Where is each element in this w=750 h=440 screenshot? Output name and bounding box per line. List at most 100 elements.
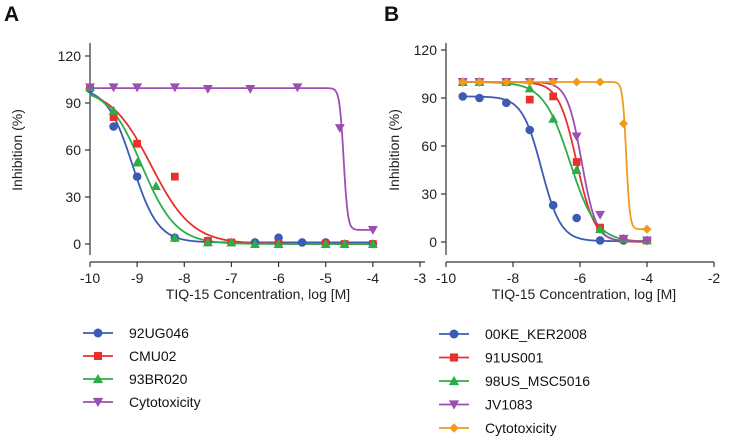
panel-b-data-points [457,77,652,246]
panel-b-data-point-cytotoxicity [458,77,468,87]
panel-a-data-point-93br020 [108,105,119,115]
panel-b-data-point-jv1083 [642,236,652,246]
panel-b-data-point-cytotoxicity [572,77,582,87]
panel-b-data-point-00ke_ker2008 [525,125,535,135]
panel-a-data-point-93br020 [169,232,180,242]
panel-a-y-tick-label: 0 [73,236,81,252]
panel-a-data-point-93br020 [339,239,350,248]
panel-b-data-point-00ke_ker2008 [595,236,605,245]
panel-a-y-ticks: 0 30 60 90 120 [58,48,90,252]
panel-b-x-ticks: -10 -8 -6 -4 -2 [436,262,721,286]
panel-a-x-ticks: -10 -9 -8 -7 -6 -5 -4 -3 [80,262,427,286]
panel-a-fit-curves [89,87,373,245]
panel-a-y-tick-label: 120 [58,48,82,64]
panel-b-x-tick-label: -8 [507,270,520,286]
panel-b-legend-label: 91US001 [485,350,544,366]
panel-b-data-point-jv1083 [618,234,629,244]
panel-b-data-point-00ke_ker2008 [572,213,581,223]
panel-b-legend-marker [449,353,459,362]
panel-b-legend-marker [448,375,460,386]
panel-a-data-point-93br020 [273,239,284,248]
panel-a-data-point-92ug046 [297,238,307,247]
panel-b-fit-curves [462,81,648,243]
panel-a-data-point-93br020 [367,239,378,248]
panel-a-data-point-cmu02 [109,113,118,121]
panel-b-data-point-cytotoxicity [548,77,558,87]
panel-b-data-point-00ke_ker2008 [475,93,484,103]
panel-a-x-axis-title: TIQ-15 Concentration, log [M] [166,286,350,302]
panel-b-data-point-91us001 [572,158,581,166]
panel-b-legend-label: Cytotoxicity [485,420,557,436]
panel-a-legend-marker [92,373,104,384]
panel-b-data-point-cytotoxicity [595,77,605,87]
panel-b-data-point-98us_msc5016 [524,83,535,93]
panel-b-y-tick-label: 120 [414,42,438,58]
panel-b-letter: B [384,3,399,26]
panel-a-data-point-93br020 [226,237,237,247]
panel-a-legend-label: 92UG046 [129,325,189,341]
panel-a-y-tick-label: 90 [65,95,81,111]
panel-a-data-point-93br020 [151,181,161,190]
panel-b-data-point-00ke_ker2008 [548,200,558,210]
panel-b-data-point-98us_msc5016 [595,224,606,234]
panel-b-fit-curve-00ke_ker2008 [462,95,647,243]
panel-b-legend-marker [449,329,459,339]
panel-a-x-tick-label: -6 [272,270,285,286]
panel-b-x-tick-label: -10 [436,270,456,286]
panel-a-fit-curve-cytotoxicity [90,87,373,231]
panel-b-y-ticks: 0 30 60 90 120 [414,42,446,250]
panel-b-data-point-91us001 [525,95,534,104]
panel-b-fit-curve-91us001 [462,81,648,243]
panel-a-x-tick-label: -4 [367,270,380,286]
panel-b-legend-label: 00KE_KER2008 [485,326,587,342]
panel-a-legend-label: 93BR020 [129,371,188,387]
panel-a-legend: 92UG046 CMU02 93BR020 Cytotoxicity [83,325,201,410]
panel-a-y-axis-title: Inhibition (%) [9,109,25,191]
panel-b-fit-curve-jv1083 [462,81,647,243]
panel-a-fit-curve-93br020 [89,93,373,245]
panel-a-x-tick-label: -8 [178,270,191,286]
panel-b-legend-label: JV1083 [485,397,533,413]
panel-a-fit-curve-cmu02 [89,93,373,245]
panel-b-data-point-cytotoxicity [474,77,485,87]
panel-a-x-tick-label: -9 [131,270,144,286]
panel-b-legend: 00KE_KER2008 91US001 98US_MSC5016 JV1083 Cyt… [439,326,590,436]
panel-a: A Inhibition (%) TIQ-15 Concentration, l… [4,3,426,410]
panel-b-x-axis-title: TIQ-15 Concentration, log [M] [492,286,676,302]
panel-a-data-point-cmu02 [133,139,142,148]
panel-b-y-tick-label: 60 [421,138,437,154]
panel-b-data-point-98us_msc5016 [548,113,559,123]
panel-a-data-point-cytotoxicity [169,83,180,93]
panel-a-data-point-cytotoxicity [85,83,95,93]
panel-a-fit-curve-92ug046 [89,91,373,244]
panel-a-x-tick-label: -5 [319,270,332,286]
panel-a-data-point-93br020 [132,157,143,167]
panel-a-data-point-93br020 [320,239,331,248]
panel-a-data-point-cytotoxicity [334,124,345,134]
panel-b-fit-curve-98us_msc5016 [462,81,648,243]
panel-a-legend-label: CMU02 [129,348,177,364]
panel-b-y-axis-title: Inhibition (%) [386,109,402,191]
panel-b-x-tick-label: -4 [641,270,654,286]
panel-b-x-tick-label: -2 [708,270,721,286]
panel-a-x-tick-label: -3 [414,270,427,286]
panel-a-x-tick-label: -7 [225,270,238,286]
panel-b-y-tick-label: 30 [421,186,437,202]
panel-b-legend-marker [448,400,460,410]
panel-a-data-point-cytotoxicity [367,225,378,235]
panel-a-data-point-cmu02 [170,172,179,181]
panel-a-legend-label: Cytotoxicity [129,394,201,410]
panel-b-x-tick-label: -6 [574,270,587,286]
panel-a-data-point-cytotoxicity [245,84,256,94]
panel-a-legend-marker [93,351,103,361]
panel-a-y-tick-label: 30 [65,189,81,205]
panel-a-data-point-92ug046 [132,172,142,181]
panel-a-data-point-93br020 [202,237,213,247]
panel-a-data-point-92ug046 [274,233,283,243]
panel-a-letter: A [4,3,19,26]
panel-a-data-points [85,82,378,249]
panel-b-y-tick-label: 0 [429,234,437,250]
panel-b-data-point-cytotoxicity [501,77,511,87]
panel-b: B Inhibition (%) TIQ-15 Concentration, l… [384,3,720,436]
